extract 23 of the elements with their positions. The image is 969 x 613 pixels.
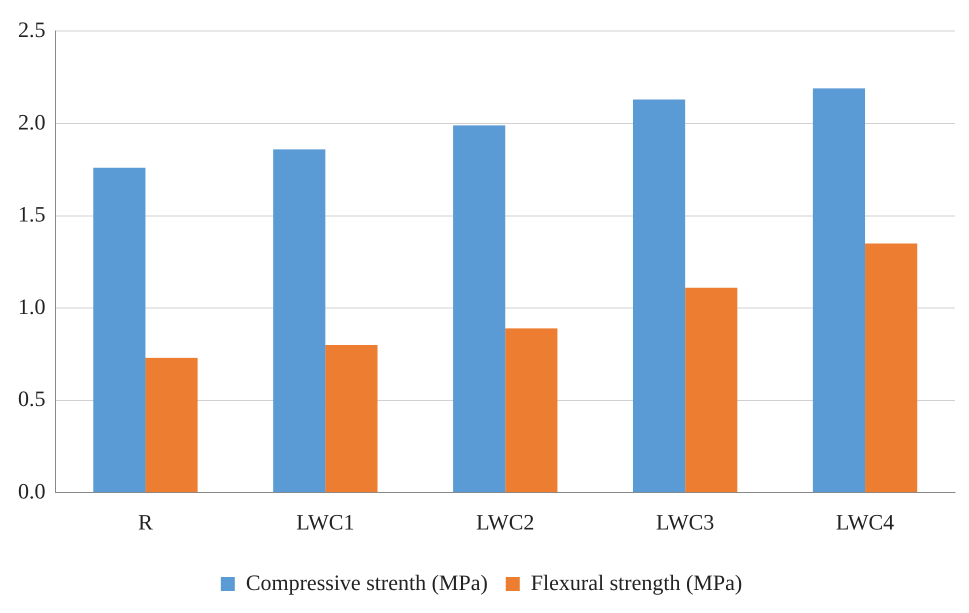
bar [685,288,738,492]
bar [865,243,918,492]
legend-label: Compressive strenth (MPa) [246,570,488,595]
bar [812,88,866,492]
y-tick-label: 2.0 [18,109,46,134]
y-tick-label: 1.0 [18,294,46,319]
bar [325,344,378,492]
bar [453,125,506,492]
bar [93,168,146,492]
x-tick-label: LWC4 [836,510,894,535]
y-tick-label: 0.5 [18,386,46,412]
legend-label: Flexural strength (MPa) [530,570,742,595]
bar [632,99,686,492]
y-tick-label: 2.5 [18,16,46,42]
bar [273,149,326,492]
y-tick-label: 1.5 [18,202,46,227]
y-tick-label: 0.0 [18,478,46,504]
bar [145,358,198,492]
bar [505,328,558,492]
x-tick-label: LWC2 [476,510,534,535]
x-tick-label: R [138,510,154,535]
x-tick-label: LWC3 [656,510,714,535]
x-tick-label: LWC1 [296,510,354,535]
